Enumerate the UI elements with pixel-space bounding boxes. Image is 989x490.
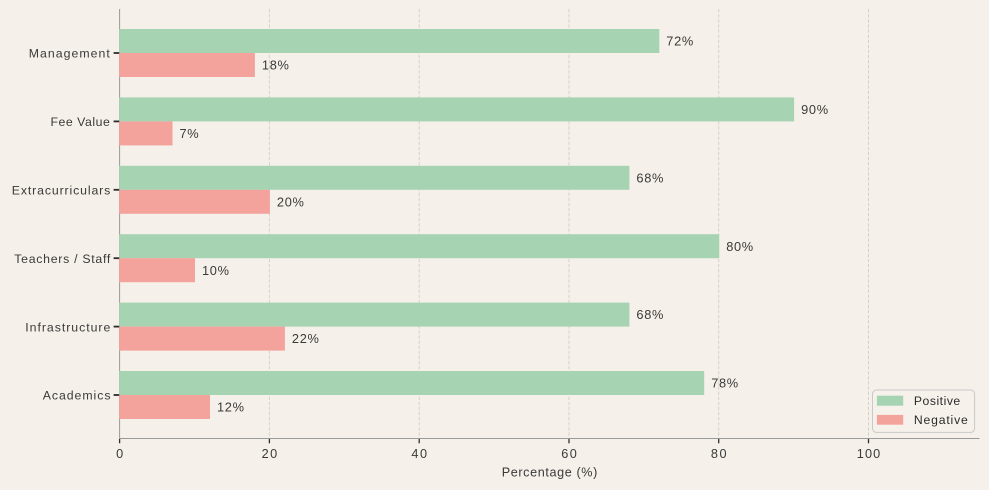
svg-text:Extracurriculars: Extracurriculars [12,184,111,198]
svg-text:18%: 18% [262,58,289,73]
svg-text:Teachers / Staff: Teachers / Staff [14,252,111,266]
svg-text:Academics: Academics [43,389,111,403]
svg-text:100: 100 [857,447,880,461]
svg-text:90%: 90% [801,102,828,117]
svg-text:Percentage (%): Percentage (%) [502,466,598,480]
svg-text:22%: 22% [292,331,319,346]
svg-text:7%: 7% [180,126,199,141]
svg-text:80: 80 [711,447,727,461]
svg-text:Management: Management [29,47,111,61]
svg-text:Negative: Negative [914,413,968,427]
svg-text:Positive: Positive [914,394,961,408]
svg-text:20%: 20% [277,194,304,209]
svg-text:72%: 72% [666,34,693,49]
svg-text:Infrastructure: Infrastructure [25,320,110,334]
svg-text:68%: 68% [636,307,663,322]
svg-text:12%: 12% [217,400,244,415]
svg-text:80%: 80% [726,239,753,254]
svg-text:0: 0 [116,447,123,461]
svg-text:40: 40 [411,447,427,461]
svg-text:68%: 68% [636,170,663,185]
svg-text:Fee Value: Fee Value [51,115,110,129]
svg-text:60: 60 [561,447,577,461]
svg-text:10%: 10% [202,263,229,278]
svg-text:78%: 78% [711,376,738,391]
svg-text:20: 20 [262,447,278,461]
